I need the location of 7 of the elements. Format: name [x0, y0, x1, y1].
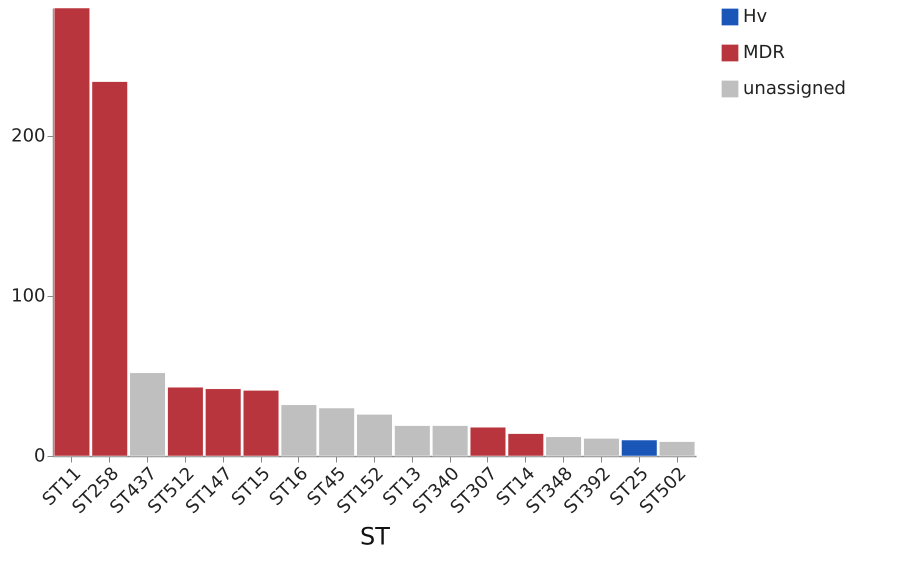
y-tick-label: 200 [11, 126, 46, 146]
legend-label: Hv [743, 6, 768, 27]
legend-label: MDR [743, 42, 785, 63]
x-axis-title: ST [360, 522, 390, 550]
y-tick-label: 0 [34, 446, 46, 466]
y-tick-label: 100 [11, 286, 46, 306]
legend-label: unassigned [743, 78, 846, 99]
